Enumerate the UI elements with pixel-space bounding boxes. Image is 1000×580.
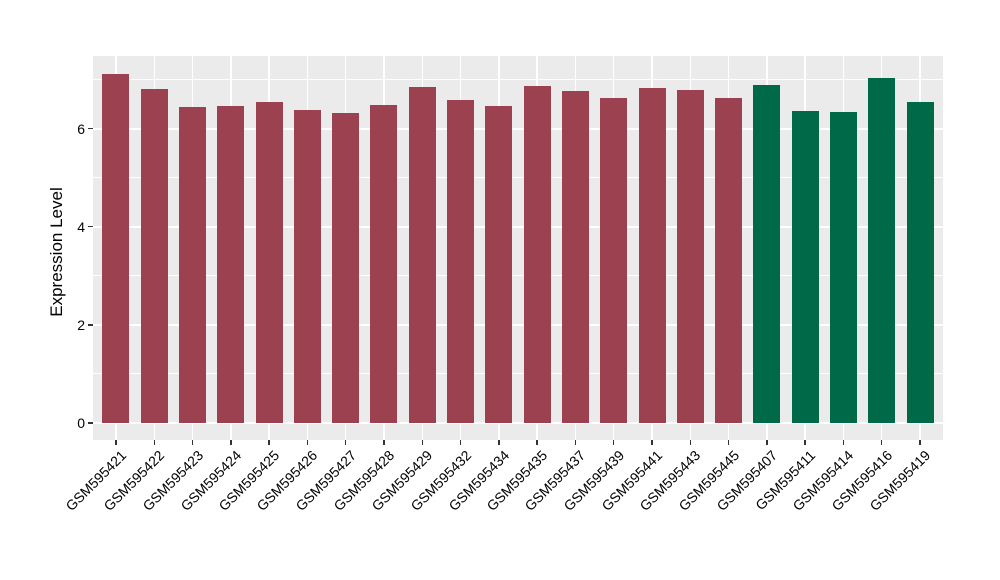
- x-axis-tick: [115, 440, 117, 445]
- x-axis-tick: [574, 440, 577, 445]
- gridline-major: [93, 127, 943, 130]
- y-axis-tick: [88, 225, 93, 228]
- bar-GSM595421: [102, 73, 130, 423]
- y-axis-tick-label: 4: [77, 218, 85, 235]
- bar-GSM595435: [523, 86, 551, 423]
- gridline-minor: [93, 78, 943, 80]
- bar-GSM595439: [600, 98, 628, 423]
- bar-GSM595425: [255, 101, 283, 423]
- x-axis-tick: [191, 440, 194, 445]
- bar-GSM595429: [408, 87, 436, 423]
- bar-GSM595414: [829, 112, 857, 423]
- x-axis-tick: [689, 440, 692, 445]
- gridline-major: [93, 225, 943, 228]
- bar-GSM595445: [715, 98, 743, 423]
- gridline-major: [93, 323, 943, 326]
- plot-panel: [93, 56, 943, 440]
- x-axis-tick: [727, 440, 730, 445]
- bar-GSM595432: [447, 100, 475, 423]
- y-axis-tick-label: 6: [77, 120, 85, 137]
- y-axis-tick: [88, 422, 93, 424]
- x-axis-tick: [383, 440, 385, 445]
- y-axis-title: Expression Level: [47, 187, 66, 317]
- x-axis-tick: [880, 440, 883, 445]
- bar-GSM595407: [753, 85, 781, 423]
- bar-GSM595441: [638, 88, 666, 423]
- y-axis-tick-label: 0: [77, 415, 85, 431]
- x-axis-tick: [153, 440, 155, 445]
- bar-GSM595428: [370, 105, 398, 423]
- bar-GSM595427: [332, 113, 360, 423]
- x-axis-tick: [268, 440, 270, 445]
- bar-GSM595426: [293, 110, 321, 423]
- y-axis-tick-label: 2: [77, 316, 85, 333]
- x-axis-tick: [306, 440, 309, 445]
- bar-GSM595423: [179, 107, 207, 423]
- bar-GSM595443: [676, 90, 704, 423]
- x-axis-tick: [651, 440, 653, 445]
- y-axis-tick: [88, 127, 93, 130]
- x-axis-tick: [459, 440, 462, 445]
- gridline-major: [93, 422, 943, 424]
- gridline-minor: [93, 177, 943, 179]
- gridline-minor: [93, 373, 943, 375]
- x-axis-tick: [766, 440, 768, 445]
- bar-GSM595411: [791, 110, 819, 423]
- y-axis-tick: [88, 324, 93, 326]
- bar-GSM595416: [868, 77, 896, 423]
- x-axis-tick: [612, 440, 615, 445]
- x-axis-tick: [498, 440, 500, 445]
- x-axis-tick: [230, 440, 232, 445]
- gridline-minor: [93, 275, 943, 277]
- bar-GSM595422: [140, 89, 168, 423]
- x-axis-tick: [421, 440, 424, 445]
- x-axis-tick: [919, 440, 921, 445]
- bar-GSM595419: [906, 101, 934, 423]
- x-axis-tick: [842, 440, 845, 445]
- bar-GSM595424: [217, 106, 245, 423]
- x-axis-tick: [804, 440, 806, 445]
- x-axis-tick: [344, 440, 347, 445]
- x-axis-tick: [536, 440, 538, 445]
- bar-GSM595437: [561, 91, 589, 423]
- bar-GSM595434: [485, 106, 513, 423]
